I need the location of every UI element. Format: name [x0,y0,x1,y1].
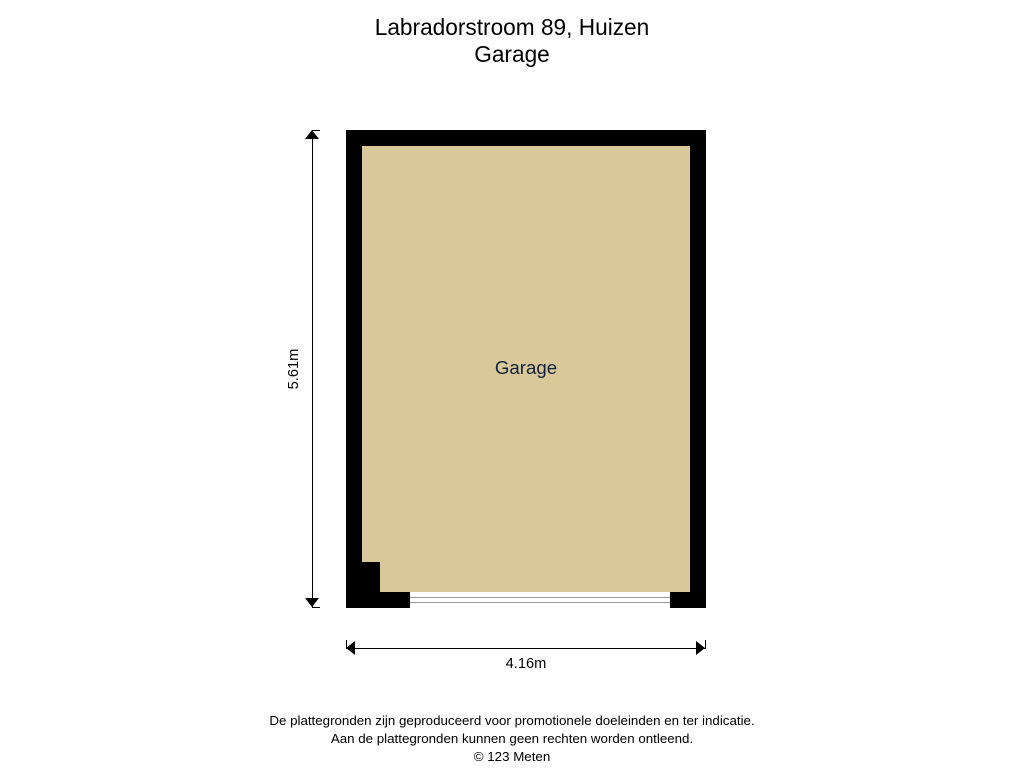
wall-bottom-left [346,592,410,608]
dimension-line-horizontal [346,648,706,649]
dimension-label-horizontal: 4.16m [506,656,547,672]
wall-bottom-right [670,592,706,608]
dimension-arrow-up [305,130,319,139]
room-label-garage: Garage [495,357,557,379]
dimension-line-vertical [312,130,313,608]
title-line-2: Garage [0,41,1024,68]
garage-door-sill [410,597,670,603]
pillar [362,562,380,592]
dimension-arrow-down [305,598,319,607]
footer: De plattegronden zijn geproduceerd voor … [0,712,1024,766]
floorplan: Garage [346,130,706,608]
footer-line-1: De plattegronden zijn geproduceerd voor … [0,712,1024,730]
dimension-arrow-right [696,641,705,655]
wall-right [690,130,706,608]
footer-line-2: Aan de plattegronden kunnen geen rechten… [0,730,1024,748]
title-block: Labradorstroom 89, Huizen Garage [0,14,1024,68]
dimension-label-vertical: 5.61m [286,349,302,390]
wall-left [346,130,362,608]
title-line-1: Labradorstroom 89, Huizen [0,14,1024,41]
wall-top [346,130,706,146]
canvas: Labradorstroom 89, Huizen Garage Garage … [0,0,1024,768]
footer-line-3: © 123 Meten [0,748,1024,766]
dimension-arrow-left [346,641,355,655]
